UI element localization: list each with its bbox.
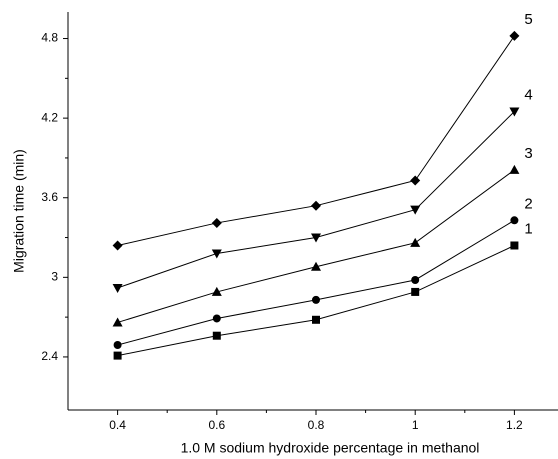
y-axis-title: Migration time (min) — [11, 149, 27, 273]
x-tick-label: 0.6 — [208, 418, 225, 432]
marker — [311, 233, 321, 243]
y-tick-label: 3 — [51, 270, 58, 284]
marker — [411, 275, 420, 284]
marker — [510, 216, 519, 225]
marker — [410, 175, 421, 186]
series-label: 5 — [524, 11, 532, 28]
marker — [312, 295, 320, 304]
marker — [311, 200, 321, 211]
x-tick-label: 1 — [412, 418, 419, 432]
series-label: 4 — [524, 86, 532, 103]
marker — [113, 351, 122, 360]
marker — [510, 241, 519, 250]
marker — [312, 315, 320, 324]
y-tick-label: 3.6 — [41, 190, 58, 204]
x-axis-title: 1.0 M sodium hydroxide percentage in met… — [181, 440, 480, 456]
series-line — [117, 111, 515, 289]
marker — [211, 286, 222, 296]
marker — [411, 287, 420, 296]
marker — [509, 164, 520, 174]
marker — [211, 249, 222, 259]
marker — [509, 30, 520, 41]
marker — [311, 261, 321, 271]
y-tick-label: 4.8 — [41, 31, 58, 45]
x-tick-label: 0.4 — [109, 418, 126, 432]
series-label: 1 — [524, 220, 532, 237]
marker — [112, 240, 123, 251]
marker — [211, 217, 222, 228]
marker — [410, 237, 421, 247]
marker — [410, 205, 421, 215]
marker — [212, 331, 221, 340]
x-tick-label: 0.8 — [308, 418, 325, 432]
series-label: 2 — [524, 195, 532, 212]
series-label: 3 — [524, 145, 532, 162]
y-tick-label: 4.2 — [41, 110, 58, 124]
marker — [212, 314, 221, 323]
y-tick-label: 2.4 — [41, 349, 58, 363]
marker — [509, 107, 520, 117]
x-tick-label: 1.2 — [506, 418, 523, 432]
marker — [113, 340, 122, 349]
marker — [112, 283, 123, 293]
marker — [112, 317, 123, 327]
